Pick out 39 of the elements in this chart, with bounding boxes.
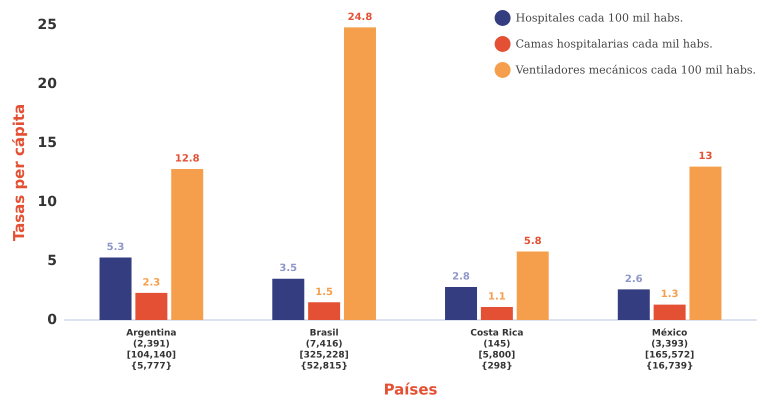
legend-label: Hospitales cada 100 mil habs. <box>516 12 684 24</box>
y-tick-label: 15 <box>38 135 57 151</box>
legend-label: Camas hospitalarias cada mil habs. <box>516 38 713 50</box>
data-label: 1.3 <box>660 289 679 300</box>
bar <box>445 286 478 320</box>
data-label: 2.8 <box>452 271 470 282</box>
bar <box>272 278 304 320</box>
y-tick-label: 0 <box>47 312 58 328</box>
bar <box>171 168 204 320</box>
data-label: 13 <box>698 151 712 162</box>
x-axis-title: Países <box>384 380 438 398</box>
y-tick-label: 5 <box>47 253 57 269</box>
x-tick-label: Costa Rica (145) [5,800] {298} <box>470 328 524 372</box>
bar <box>344 27 376 320</box>
data-label: 5.8 <box>524 236 542 248</box>
x-tick-label: México (3,393) [165,572] {16,739} <box>645 328 694 372</box>
bar <box>654 304 686 320</box>
y-tick-label: 20 <box>38 76 58 92</box>
bar <box>308 302 340 320</box>
x-tick-label: Argentina (2,391) [104,140] {5,777} <box>126 328 176 372</box>
legend-label: Ventiladores mecánicos cada 100 mil habs. <box>514 64 756 76</box>
bar <box>689 166 722 320</box>
data-label: 24.8 <box>348 12 372 23</box>
bar <box>480 307 513 320</box>
bar <box>618 289 650 320</box>
data-label: 2.6 <box>624 274 643 285</box>
data-label: 1.5 <box>315 286 334 298</box>
bar <box>516 252 549 320</box>
bar <box>100 257 132 320</box>
data-label: 5.3 <box>106 242 124 253</box>
data-label: 12.8 <box>174 153 200 164</box>
y-axis-title: Tasas per cápita <box>10 104 28 242</box>
data-label: 1.1 <box>488 292 506 303</box>
y-tick-label: 10 <box>38 194 58 210</box>
bar <box>135 292 168 320</box>
data-label: 2.3 <box>142 277 160 288</box>
y-tick-label: 25 <box>38 17 57 33</box>
data-label: 3.5 <box>279 263 298 274</box>
x-tick-label: Brasil (7,416) [325,228] {52,815} <box>300 328 349 372</box>
